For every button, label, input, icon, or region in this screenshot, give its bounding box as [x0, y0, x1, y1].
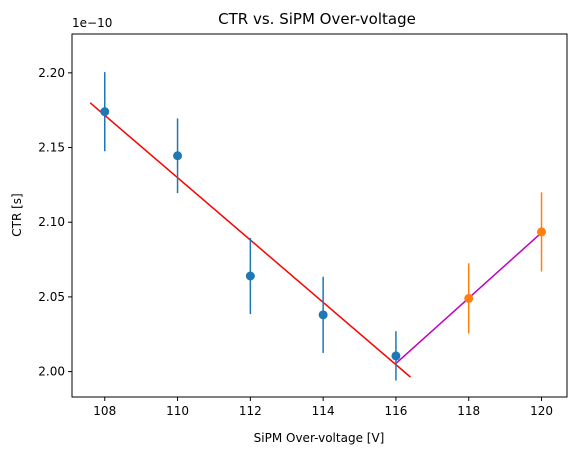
x-tick-label: 114: [312, 404, 335, 418]
y-tick-label: 2.05: [38, 290, 65, 304]
y-axis-label: CTR [s]: [10, 193, 24, 236]
x-tick-label: 116: [384, 404, 407, 418]
data-point: [100, 107, 109, 116]
y-tick-label: 2.00: [38, 365, 65, 379]
y-tick-label: 2.10: [38, 215, 65, 229]
y-offset-label: 1e−10: [72, 16, 112, 30]
x-tick-label: 110: [166, 404, 189, 418]
data-point: [464, 294, 473, 303]
data-point: [537, 227, 546, 236]
x-axis-label: SiPM Over-voltage [V]: [254, 431, 385, 445]
x-tick-label: 108: [93, 404, 116, 418]
y-tick-label: 2.15: [38, 141, 65, 155]
x-tick-label: 112: [239, 404, 262, 418]
data-point: [391, 351, 400, 360]
x-tick-label: 120: [530, 404, 553, 418]
data-point: [246, 272, 255, 281]
data-point: [173, 151, 182, 160]
data-point: [319, 310, 328, 319]
y-tick-label: 2.20: [38, 66, 65, 80]
chart-title: CTR vs. SiPM Over-voltage: [218, 10, 416, 28]
x-tick-label: 118: [457, 404, 480, 418]
